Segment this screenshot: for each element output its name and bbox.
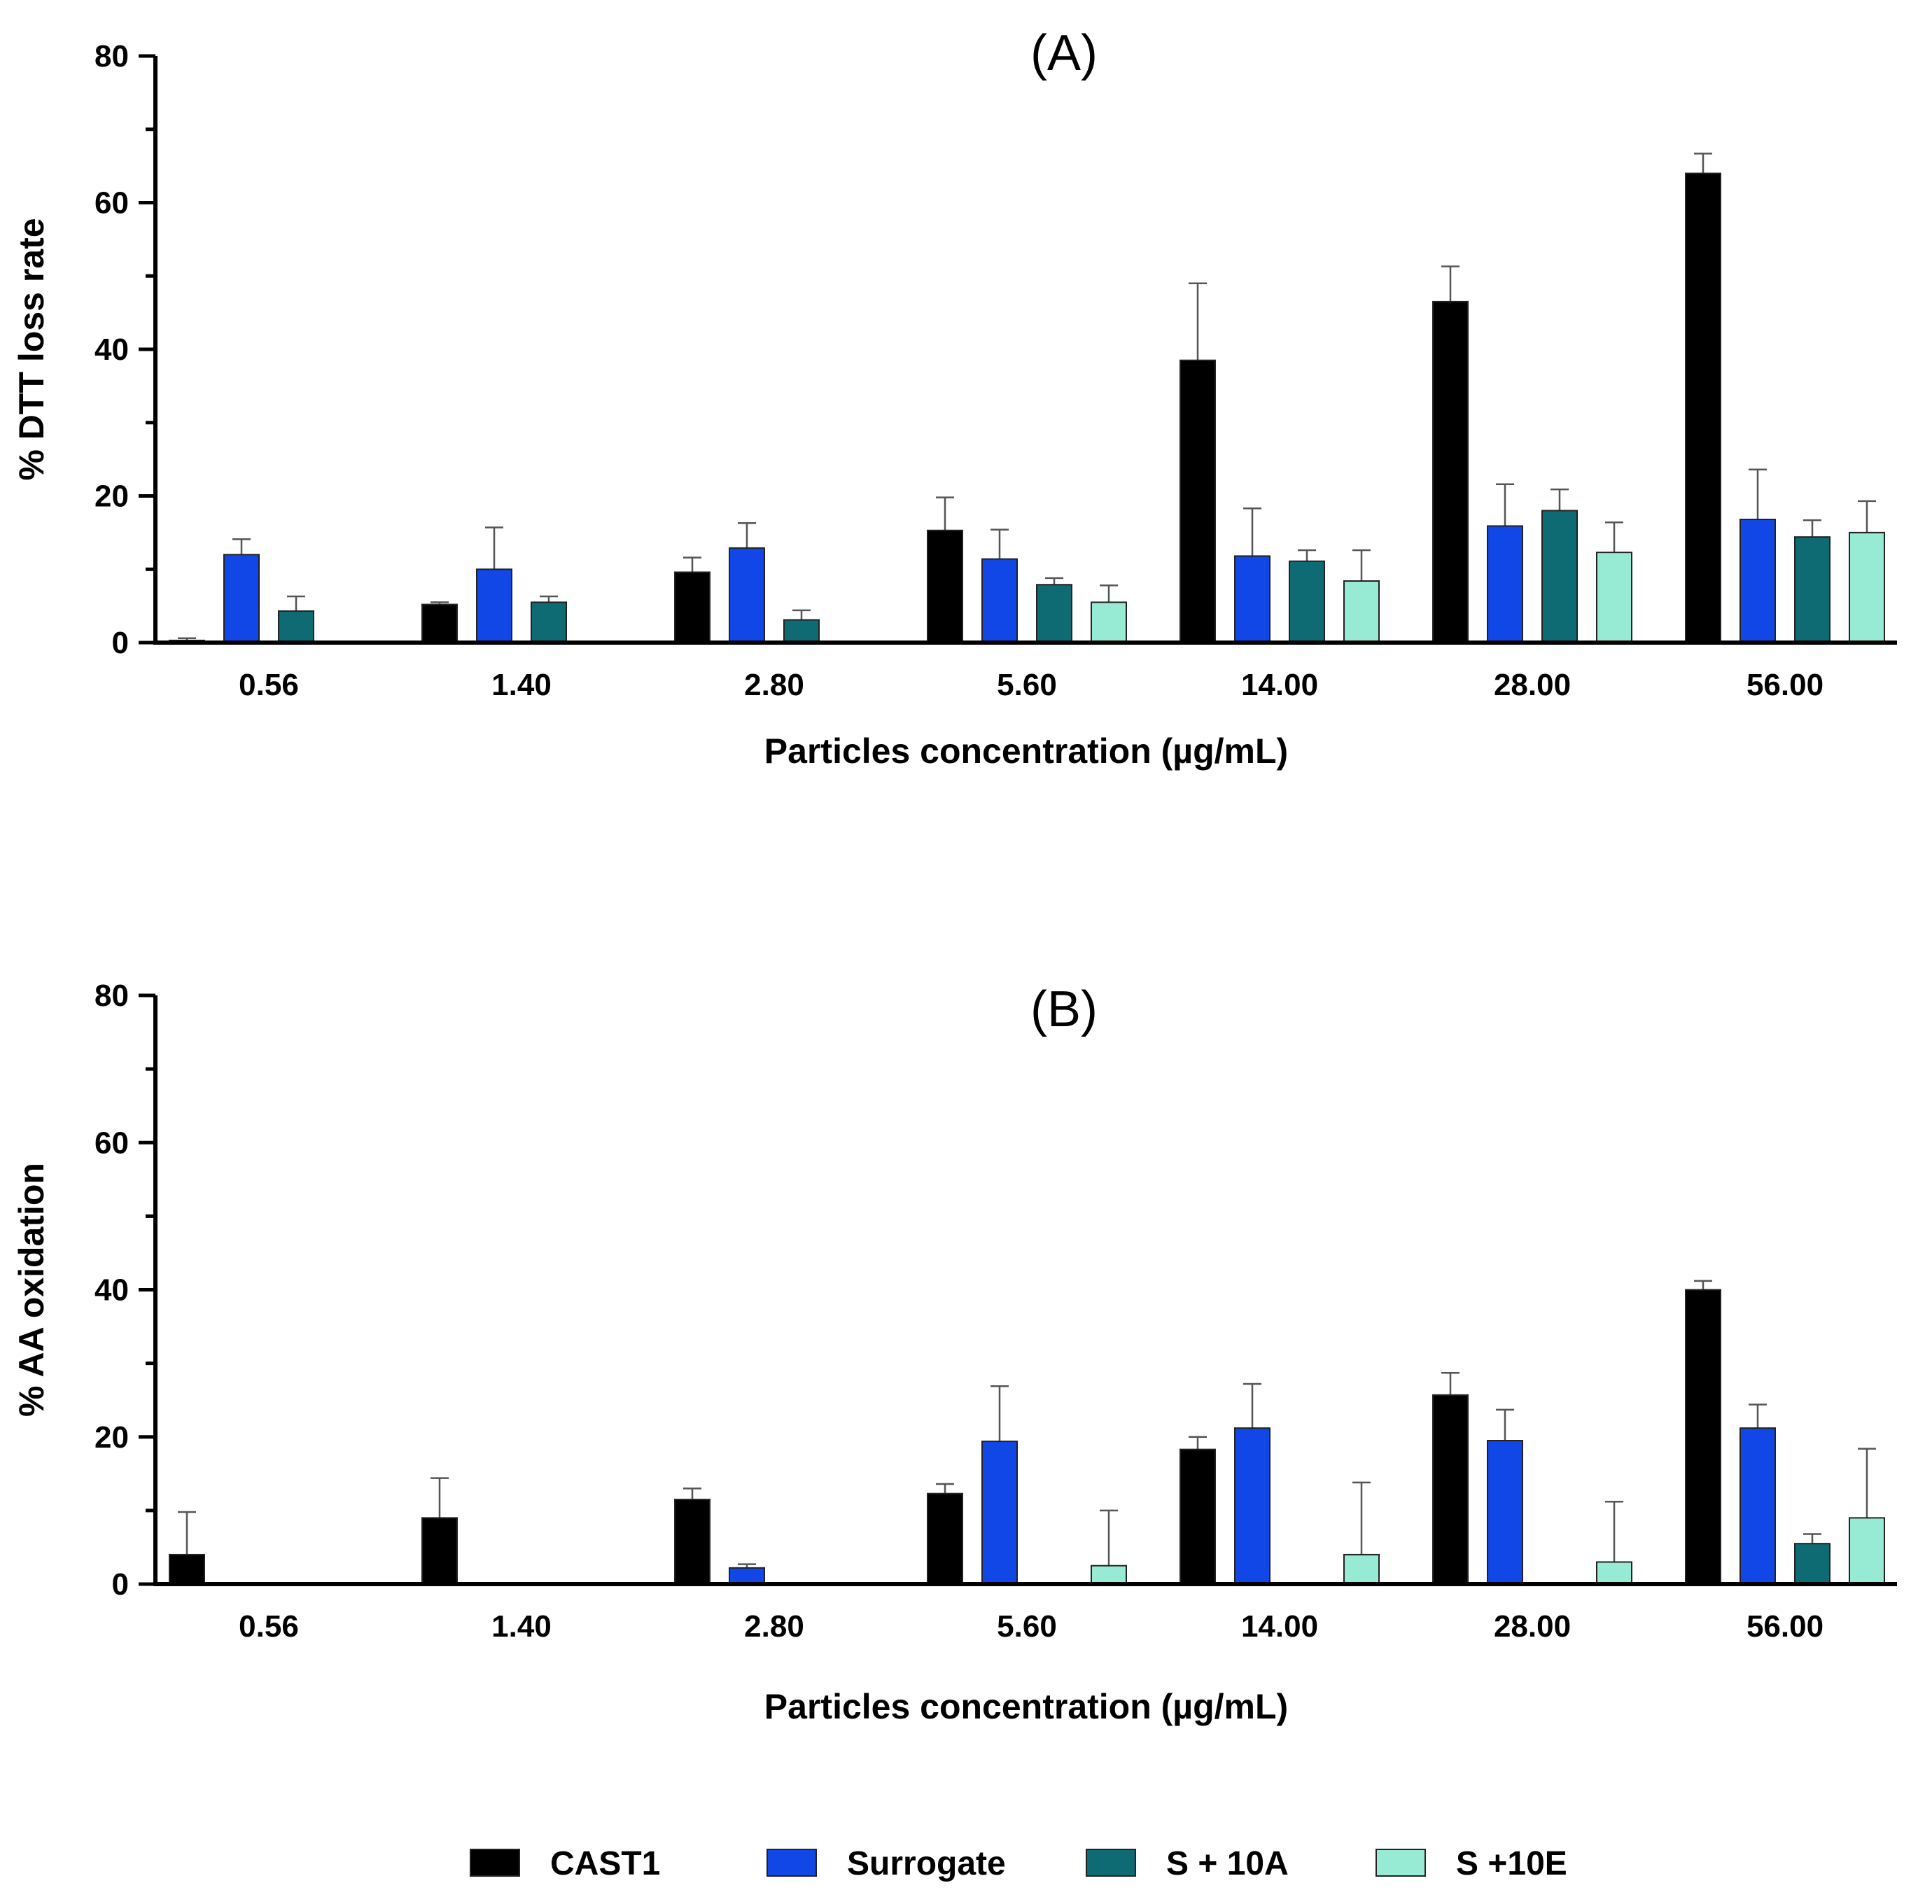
panel-title: (A) <box>1030 25 1098 81</box>
bar-cast1-28-00 <box>1432 300 1469 643</box>
y-tick-label: 60 <box>94 186 129 220</box>
bar-surrogate-2-80 <box>729 547 765 643</box>
legend: CAST1 Surrogate S + 10A S +10E <box>470 1845 1567 1882</box>
chart-panel-b: 0.56 1.40 2.80 5.60 14.00 28.00 56.00 0 20 40 60 80… <box>12 979 1897 1726</box>
y-tick-label: 20 <box>94 1420 129 1455</box>
x-tick-label: 1.40 <box>491 1609 552 1644</box>
bar-surrogate-1-40 <box>476 568 512 643</box>
bar-surrogate-2-80 <box>729 1567 765 1586</box>
legend-label-s-10e: S +10E <box>1456 1845 1567 1882</box>
y-tick-label: 20 <box>94 479 129 514</box>
x-axis-title: Particles concentration (µg/mL) <box>764 732 1288 771</box>
bar-s-10e-5-60 <box>1091 1564 1127 1585</box>
bar-cast1-1-40 <box>421 1517 458 1585</box>
bar-surrogate-28-00 <box>1487 525 1523 644</box>
bar-surrogate-0-56 <box>223 554 260 643</box>
bar-cast1-14-00 <box>1180 359 1216 644</box>
x-tick-label: 56.00 <box>1746 668 1823 702</box>
bar-s-10a-28-00 <box>1541 510 1578 644</box>
chart-panel-a: 0.56 1.40 2.80 5.60 14.00 28.00 56.00 0 20 40 60 80… <box>12 25 1897 771</box>
bar-cast1-2-80 <box>674 571 710 643</box>
y-tick-label: 40 <box>94 332 129 367</box>
legend-label-s-10a: S + 10A <box>1166 1845 1289 1882</box>
bar-cast1-5-60 <box>927 529 963 643</box>
bar-s-10e-28-00 <box>1596 1561 1632 1585</box>
bar-s-10e-14-00 <box>1343 1553 1380 1585</box>
bar-s-10e-56-00 <box>1849 531 1885 643</box>
bar-s-10e-28-00 <box>1596 552 1632 643</box>
x-tick-label: 14.00 <box>1241 668 1318 702</box>
bar-s-10e-5-60 <box>1091 601 1127 644</box>
bar-s-10e-14-00 <box>1343 580 1380 644</box>
bar-s-10a-2-80 <box>783 619 820 644</box>
bar-s-10a-1-40 <box>531 601 567 644</box>
y-tick-label: 60 <box>94 1126 129 1160</box>
x-tick-label: 5.60 <box>997 668 1057 702</box>
x-tick-label: 56.00 <box>1746 1609 1823 1644</box>
bar-cast1-1-40 <box>421 603 458 644</box>
bar-s-10a-5-60 <box>1036 584 1072 643</box>
legend-label-cast1: CAST1 <box>550 1845 660 1882</box>
x-tick-label: 28.00 <box>1494 668 1571 702</box>
bar-surrogate-56-00 <box>1740 1427 1776 1586</box>
y-tick-label: 40 <box>94 1273 129 1308</box>
bar-cast1-56-00 <box>1685 172 1721 644</box>
bar-surrogate-5-60 <box>981 1441 1018 1586</box>
bar-cast1-5-60 <box>927 1492 963 1586</box>
x-tick-label: 0.56 <box>239 1609 299 1644</box>
bar-cast1-0-56 <box>169 1553 205 1585</box>
y-tick-label: 80 <box>94 39 129 74</box>
legend-swatch-surrogate <box>766 1849 817 1877</box>
legend-label-surrogate: Surrogate <box>847 1845 1006 1882</box>
x-axis-title: Particles concentration (µg/mL) <box>764 1687 1288 1726</box>
bar-cast1-56-00 <box>1685 1289 1721 1585</box>
bar-s-10a-14-00 <box>1289 560 1325 643</box>
bar-surrogate-56-00 <box>1740 519 1776 644</box>
bar-s-10a-56-00 <box>1794 536 1830 643</box>
y-tick-label: 0 <box>112 626 129 660</box>
bar-s-10a-56-00 <box>1794 1543 1830 1585</box>
x-tick-label: 0.56 <box>239 668 299 702</box>
bar-surrogate-28-00 <box>1487 1440 1523 1586</box>
x-tick-label: 2.80 <box>744 668 804 702</box>
legend-swatch-s-10a <box>1086 1849 1136 1877</box>
bar-cast1-14-00 <box>1180 1448 1216 1586</box>
bar-cast1-28-00 <box>1432 1394 1469 1585</box>
x-tick-label: 5.60 <box>997 1609 1057 1644</box>
bar-cast1-2-80 <box>674 1499 710 1585</box>
bar-surrogate-14-00 <box>1234 555 1270 644</box>
y-tick-label: 0 <box>112 1567 129 1602</box>
bar-surrogate-5-60 <box>981 558 1018 644</box>
y-axis-title: % AA oxidation <box>12 1163 51 1417</box>
y-axis-title: % DTT loss rate <box>12 218 51 480</box>
panel-title: (B) <box>1030 981 1098 1037</box>
x-tick-label: 2.80 <box>744 1609 804 1644</box>
legend-swatch-s-10e <box>1376 1849 1426 1877</box>
x-tick-label: 1.40 <box>491 668 552 702</box>
x-tick-label: 14.00 <box>1241 1609 1318 1644</box>
bar-s-10e-56-00 <box>1849 1517 1885 1585</box>
bar-s-10a-0-56 <box>278 610 314 644</box>
x-tick-label: 28.00 <box>1494 1609 1571 1644</box>
bar-surrogate-14-00 <box>1234 1427 1270 1586</box>
legend-swatch-cast1 <box>470 1849 520 1877</box>
y-tick-label: 80 <box>94 979 129 1013</box>
